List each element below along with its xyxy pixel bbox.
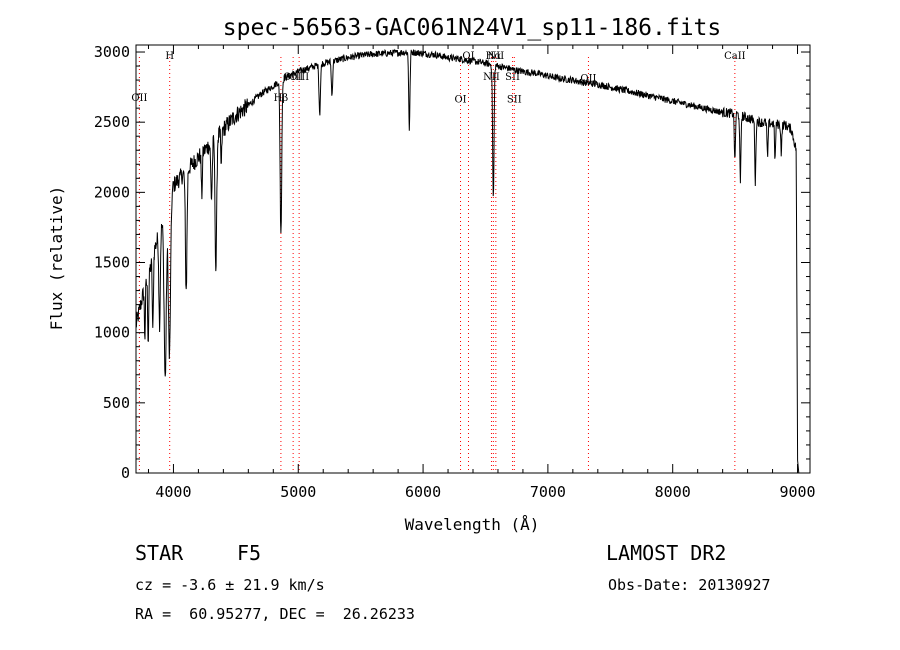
line-marker-label: SII bbox=[507, 95, 522, 106]
y-tick-label: 1000 bbox=[94, 324, 130, 342]
sky-coordinates: RA = 60.95277, DEC = 26.26233 bbox=[135, 605, 415, 623]
line-marker-label: H bbox=[165, 51, 174, 62]
line-marker-label: NII bbox=[488, 51, 505, 62]
x-tick-label: 5000 bbox=[280, 483, 316, 501]
y-tick-label: 500 bbox=[103, 394, 130, 412]
line-marker-label: OII bbox=[580, 73, 596, 84]
observation-date: Obs-Date: 20130927 bbox=[608, 576, 771, 594]
line-marker-label: OIII bbox=[283, 72, 303, 83]
y-tick-label: 2000 bbox=[94, 183, 130, 201]
x-axis-label: Wavelength (Å) bbox=[405, 515, 540, 534]
x-tick-label: 9000 bbox=[779, 483, 815, 501]
line-marker-label: OI bbox=[462, 51, 474, 62]
line-marker-label: OI bbox=[454, 95, 466, 106]
x-tick-label: 6000 bbox=[405, 483, 441, 501]
object-class: STAR bbox=[135, 541, 184, 565]
line-marker-label: SII bbox=[505, 72, 520, 83]
object-subclass: F5 bbox=[237, 541, 262, 565]
y-tick-label: 2500 bbox=[94, 113, 130, 131]
line-marker-label: Hα bbox=[486, 51, 502, 62]
y-tick-label: 0 bbox=[121, 464, 130, 482]
x-tick-label: 8000 bbox=[655, 483, 691, 501]
line-marker-label: Hβ bbox=[274, 93, 289, 104]
y-tick-label: 3000 bbox=[94, 43, 130, 61]
redshift-velocity: cz = -3.6 ± 21.9 km/s bbox=[135, 576, 325, 594]
x-tick-label: 7000 bbox=[530, 483, 566, 501]
y-tick-label: 1500 bbox=[94, 254, 130, 272]
line-marker-label: CaII bbox=[724, 51, 746, 62]
spectrum-line bbox=[135, 48, 800, 474]
line-marker-label: OIII bbox=[289, 72, 309, 83]
chart-title: spec-56563-GAC061N24V1_sp11-186.fits bbox=[223, 15, 722, 41]
x-tick-label: 4000 bbox=[155, 483, 191, 501]
x-axis: 4000 5000 6000 7000 8000 9000 bbox=[147, 45, 816, 501]
spectrum-group bbox=[135, 48, 800, 474]
survey-name: LAMOST DR2 bbox=[606, 541, 727, 565]
y-axis-label: Flux (relative) bbox=[47, 186, 66, 331]
y-axis: 0 500 1000 1500 2000 2500 3000 bbox=[94, 43, 810, 482]
line-marker-label: OII bbox=[131, 93, 147, 104]
